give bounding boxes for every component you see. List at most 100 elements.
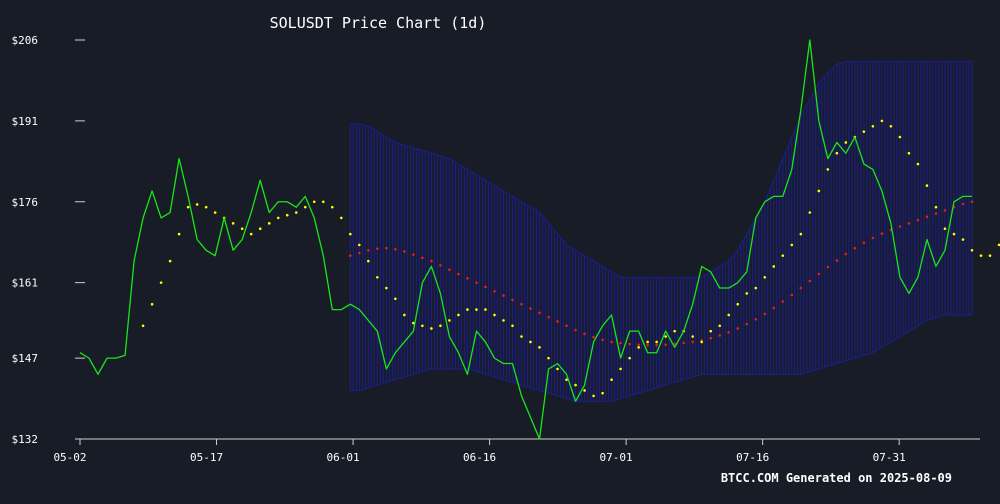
short-ma-dot — [249, 232, 253, 236]
short-ma-dot — [159, 281, 163, 284]
long-ma-dot — [367, 248, 370, 252]
long-ma-dot — [925, 215, 929, 219]
long-ma-dot — [475, 281, 478, 284]
y-tick-label: $191 — [12, 115, 39, 128]
short-ma-dot — [925, 184, 929, 187]
long-ma-dot — [817, 272, 821, 276]
short-ma-dot — [385, 286, 388, 290]
long-ma-dot — [646, 343, 649, 347]
short-ma-dot — [736, 302, 740, 306]
long-ma-dot — [538, 311, 541, 315]
x-tick-label: 06-01 — [326, 451, 359, 464]
short-ma-dot — [168, 259, 172, 263]
short-ma-dot — [619, 367, 622, 371]
short-ma-dot — [772, 265, 776, 268]
short-ma-dot — [871, 124, 875, 128]
short-ma-dot — [997, 243, 1000, 247]
short-ma-dot — [258, 227, 262, 231]
short-ma-dot — [799, 232, 803, 236]
short-ma-dot — [790, 243, 794, 247]
short-ma-dot — [907, 151, 911, 155]
short-ma-dot — [493, 313, 496, 317]
y-tick-label: $132 — [12, 433, 39, 446]
short-ma-dot — [367, 259, 370, 263]
short-ma-dot — [628, 356, 631, 360]
long-ma-dot — [970, 200, 974, 204]
short-ma-dot — [439, 324, 442, 328]
short-ma-dot — [916, 162, 920, 166]
short-ma-dot — [961, 238, 965, 241]
long-ma-dot — [844, 252, 848, 256]
short-ma-dot — [889, 124, 893, 128]
short-ma-dot — [457, 313, 460, 317]
long-ma-dot — [529, 307, 532, 310]
price-line — [79, 39, 972, 440]
long-ma-dot — [583, 332, 586, 336]
x-tick-label: 06-16 — [463, 451, 496, 464]
long-ma-dot — [430, 259, 433, 263]
long-ma-dot — [943, 209, 947, 212]
long-ma-dot — [412, 253, 415, 256]
x-tick-label: 07-31 — [873, 451, 906, 464]
short-ma-dot — [979, 254, 983, 257]
y-tick-label: $206 — [12, 34, 39, 47]
x-tick-label: 05-17 — [190, 451, 223, 464]
short-ma-dot — [204, 205, 208, 209]
long-ma-dot — [385, 246, 388, 250]
short-ma-dot — [267, 222, 271, 225]
short-ma-dot — [213, 211, 217, 214]
short-ma-dot — [646, 340, 649, 344]
short-ma-dot — [943, 227, 947, 231]
short-ma-dot — [664, 335, 667, 338]
long-ma-dot — [655, 343, 658, 347]
long-ma-dot — [439, 264, 442, 267]
long-ma-dot — [574, 328, 577, 332]
short-ma-dot — [709, 329, 713, 333]
short-ma-dot — [817, 189, 821, 193]
short-ma-dot — [988, 254, 992, 257]
short-ma-dot — [637, 346, 640, 349]
short-ma-dot — [898, 135, 902, 139]
short-ma-dot — [844, 141, 848, 144]
short-ma-dot — [475, 308, 478, 311]
short-ma-dot — [186, 205, 190, 209]
long-ma-dot — [736, 327, 740, 330]
long-ma-dot — [448, 268, 451, 271]
short-ma-dot — [150, 302, 154, 306]
long-ma-dot — [916, 218, 920, 222]
long-ma-dot — [484, 285, 487, 289]
short-ma-dot — [592, 394, 595, 398]
long-ma-layer — [349, 200, 974, 347]
long-ma-dot — [565, 324, 568, 328]
short-ma-dot — [376, 275, 379, 279]
chart-title: SOLUSDT Price Chart (1d) — [270, 14, 487, 32]
long-ma-dot — [349, 254, 352, 257]
long-ma-dot — [502, 294, 505, 297]
short-ma-dot — [727, 313, 731, 317]
long-ma-dot — [754, 318, 758, 321]
short-ma-dot — [583, 389, 586, 392]
short-ma-dot — [718, 324, 722, 328]
long-ma-dot — [457, 272, 460, 276]
short-ma-dot — [430, 327, 433, 330]
short-ma-dot — [285, 213, 289, 217]
short-ma-dot — [970, 248, 974, 252]
long-ma-dot — [772, 306, 776, 310]
short-ma-dot — [601, 391, 604, 395]
short-ma-dot — [276, 216, 280, 220]
long-ma-dot — [403, 250, 406, 253]
long-ma-dot — [718, 334, 722, 337]
short-ma-dot — [339, 216, 343, 220]
long-ma-dot — [691, 340, 694, 344]
short-ma-dot — [195, 203, 199, 206]
short-ma-dot — [547, 356, 550, 360]
short-ma-dot — [412, 321, 415, 325]
short-ma-dot — [610, 378, 613, 381]
long-ma-dot — [745, 322, 749, 326]
short-ma-dot — [673, 329, 676, 333]
ticks-layer: $132 $147 $161 $176 $191 $206 05-02 05-17 06-01 0… — [12, 34, 906, 464]
short-ma-dot — [763, 275, 767, 279]
long-ma-dot — [934, 212, 938, 215]
short-ma-dot — [655, 340, 658, 344]
long-ma-dot — [466, 277, 469, 280]
